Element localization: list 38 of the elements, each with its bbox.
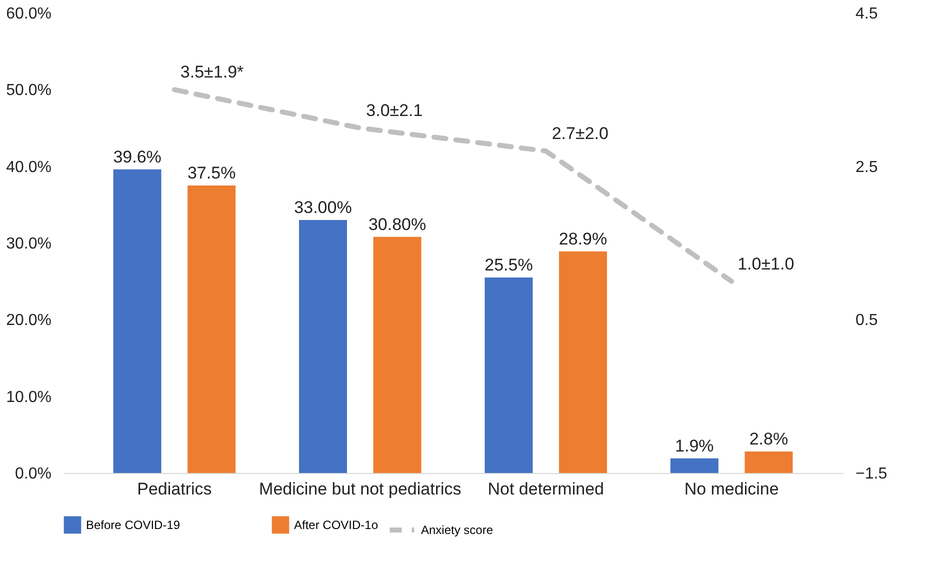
y-tick-label: 40.0% xyxy=(6,158,52,176)
data-label: 3.5±1.9* xyxy=(180,62,244,82)
bar xyxy=(484,278,533,473)
bar xyxy=(373,236,422,473)
data-label: 30.80% xyxy=(368,214,426,234)
y-tick-label: 60.0% xyxy=(6,6,52,22)
y2-tick-label: 4.5 xyxy=(856,6,878,22)
data-label: 28.9% xyxy=(558,229,608,248)
legend-label: After COVID-1o xyxy=(294,518,378,532)
data-label: 33.00% xyxy=(294,198,352,217)
y2-tick-label: 2.5 xyxy=(856,158,878,176)
bar xyxy=(744,452,793,473)
data-label: 2.8% xyxy=(749,430,788,449)
y-tick-label: 20.0% xyxy=(6,312,52,330)
data-label: 1.9% xyxy=(675,436,714,456)
data-label: 25.5% xyxy=(484,256,533,274)
x-tick-label: No medicine xyxy=(684,480,779,498)
y-tick-label: 50.0% xyxy=(6,82,52,100)
y-tick-label: 10.0% xyxy=(6,388,52,406)
x-tick-label: Pediatrics xyxy=(137,480,212,498)
data-label: 37.5% xyxy=(187,164,236,182)
bar xyxy=(299,220,347,473)
y-tick-label: 30.0% xyxy=(6,236,52,252)
x-tick-label: Medicine but not pediatrics xyxy=(259,480,462,498)
legend-label: Before COVID-19 xyxy=(86,518,180,532)
bar xyxy=(670,458,718,473)
bar xyxy=(113,169,162,473)
data-label: 3.0±2.1 xyxy=(366,101,423,120)
bar xyxy=(559,251,607,473)
y2-tick-label: 0.5 xyxy=(856,312,878,330)
data-label: 1.0±1.0 xyxy=(738,254,794,274)
y2-tick-label: −1.5 xyxy=(856,466,888,482)
data-label: 2.7±2.0 xyxy=(552,124,608,143)
data-label: 39.6% xyxy=(113,147,162,166)
y-tick-label: 0.0% xyxy=(15,466,52,482)
legend-label: Anxiety score xyxy=(421,523,494,537)
x-tick-label: Not determined xyxy=(488,480,604,498)
bar xyxy=(188,186,236,473)
